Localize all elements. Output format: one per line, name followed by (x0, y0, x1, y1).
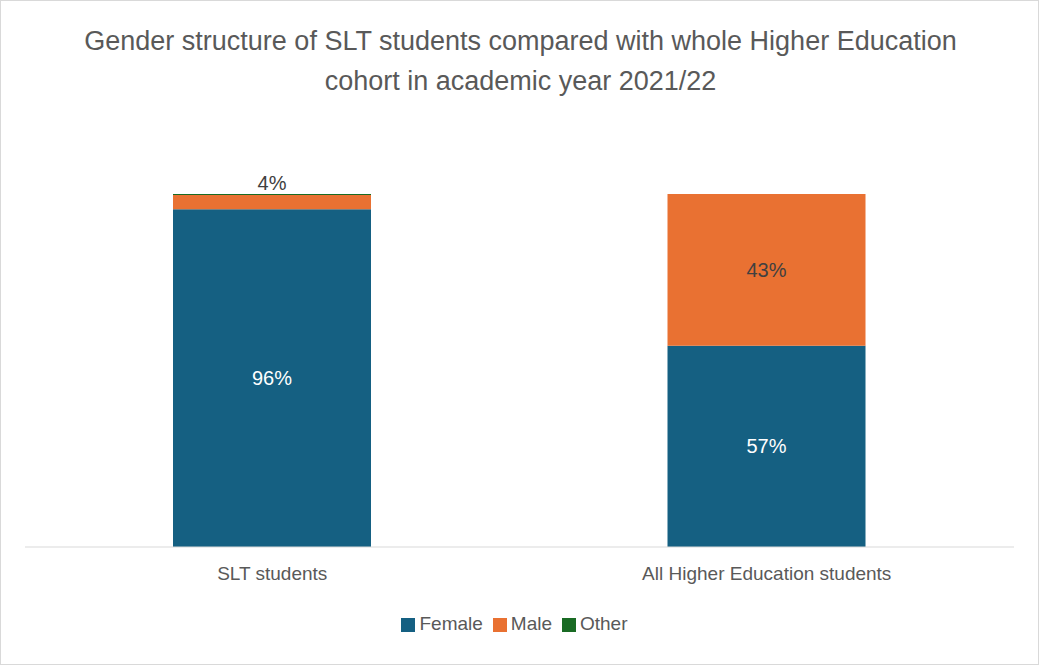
html-text:Male: Male (510, 613, 552, 634)
svg-text:57%: 57% (746, 435, 786, 457)
svg-text:All Higher Education students: All Higher Education students (642, 563, 891, 584)
svg-text:4%: 4% (258, 172, 287, 194)
svg-text:SLT students: SLT students (217, 563, 327, 584)
html-text:Other: Other (580, 613, 628, 634)
svg-text:43%: 43% (746, 259, 786, 281)
svg-text:96%: 96% (252, 367, 292, 389)
html-text:Gender structure of SLT studen: Gender structure of SLT students compare… (84, 26, 957, 96)
html-text:Female: Female (419, 613, 483, 634)
